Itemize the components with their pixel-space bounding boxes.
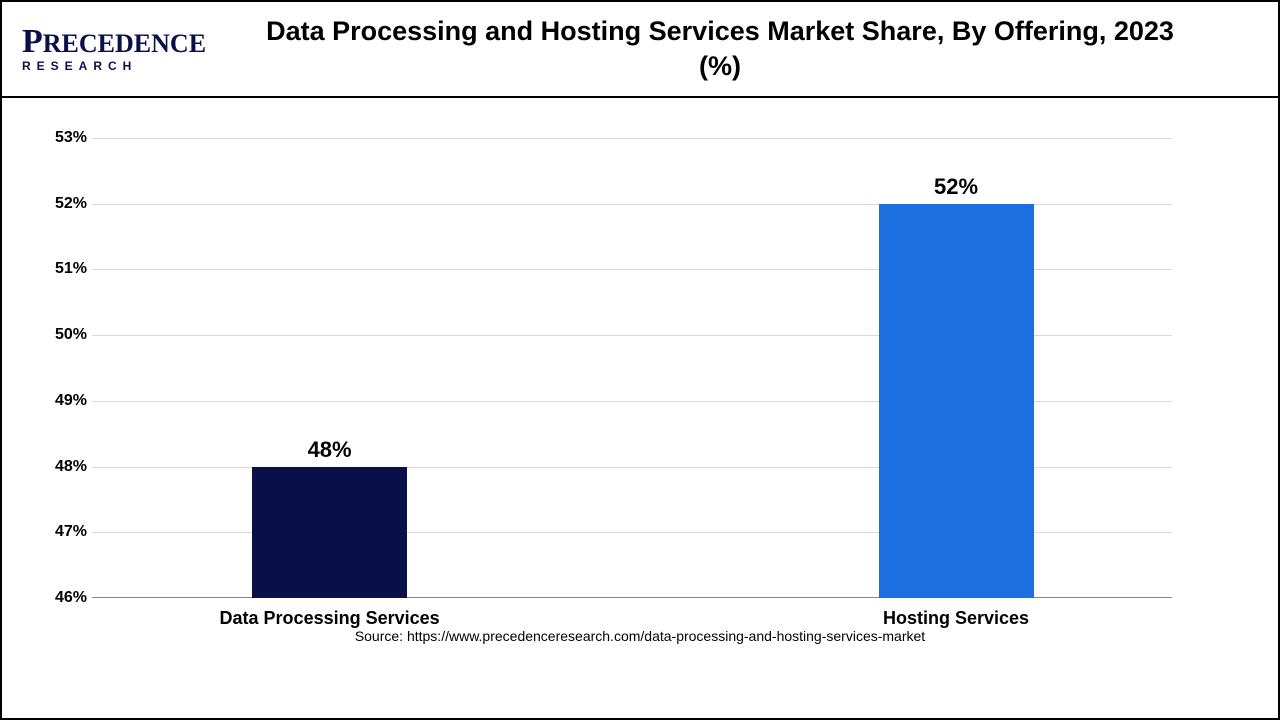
grid-line (92, 138, 1172, 139)
logo-name: PRECEDENCE (22, 25, 206, 59)
y-tick-label: 48% (47, 458, 87, 476)
y-tick-label: 51% (47, 260, 87, 278)
logo-name-rest: RECEDENCE (43, 29, 206, 58)
chart-container: PRECEDENCE RESEARCH Data Processing and … (0, 0, 1280, 720)
header-row: PRECEDENCE RESEARCH Data Processing and … (2, 2, 1278, 98)
source-text: Source: https://www.precedenceresearch.c… (2, 628, 1278, 644)
logo: PRECEDENCE RESEARCH (2, 25, 242, 73)
logo-subtitle: RESEARCH (22, 59, 206, 73)
y-tick-label: 46% (47, 589, 87, 607)
bar: 48% (252, 467, 407, 598)
y-tick-label: 47% (47, 523, 87, 541)
y-tick-label: 53% (47, 129, 87, 147)
chart-title: Data Processing and Hosting Services Mar… (242, 14, 1198, 84)
x-tick-label: Data Processing Services (180, 608, 480, 629)
chart-area: 46% 47% 48% 49% 50% 51% 52% 53% 48% Data Processi… (2, 98, 1278, 658)
y-tick-label: 49% (47, 392, 87, 410)
x-tick-label: Hosting Services (806, 608, 1106, 629)
y-tick-label: 50% (47, 326, 87, 344)
bar-value-label: 52% (879, 174, 1034, 200)
y-tick-label: 52% (47, 195, 87, 213)
bar-value-label: 48% (252, 437, 407, 463)
title-area: Data Processing and Hosting Services Mar… (242, 14, 1278, 84)
bar: 52% (879, 204, 1034, 598)
plot-region: 46%47%48%49%50%51%52%53%48%Data Processi… (92, 138, 1172, 598)
